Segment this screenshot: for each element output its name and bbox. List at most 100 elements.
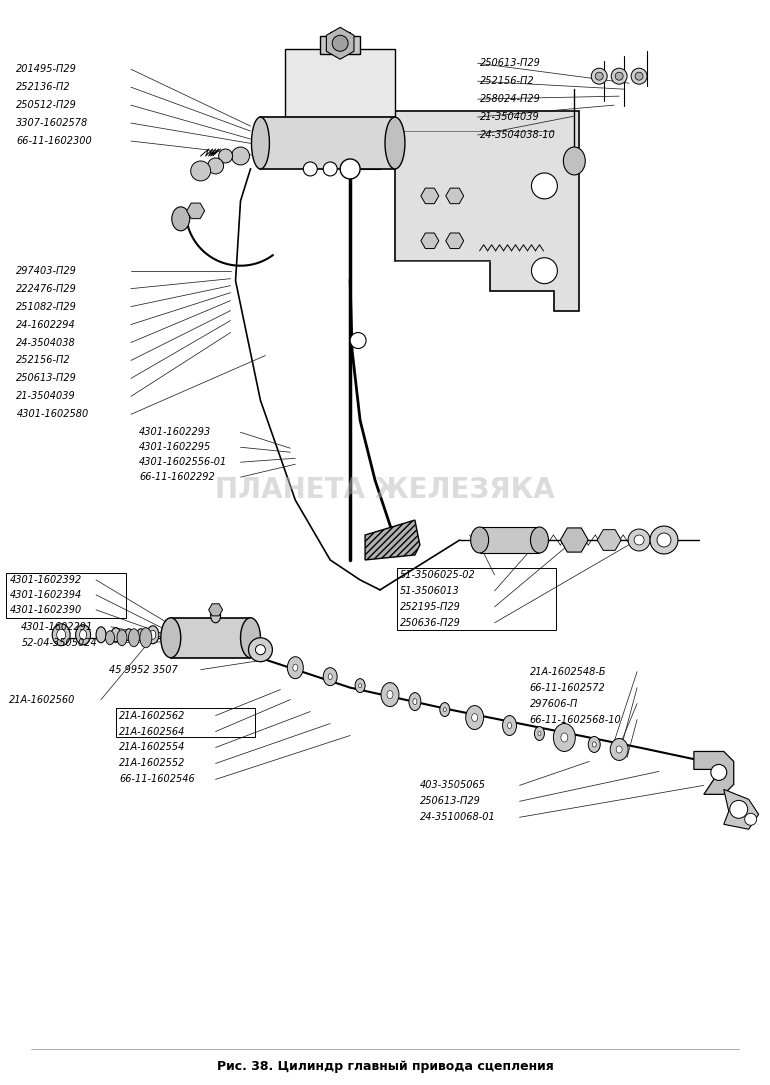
- Circle shape: [635, 73, 643, 80]
- Text: 24-3504038: 24-3504038: [16, 337, 76, 347]
- Ellipse shape: [111, 628, 121, 641]
- Circle shape: [595, 73, 603, 80]
- Text: 4301-1602580: 4301-1602580: [16, 409, 89, 419]
- Ellipse shape: [105, 630, 115, 644]
- Polygon shape: [186, 203, 205, 218]
- Text: 258024-П29: 258024-П29: [480, 94, 541, 104]
- Circle shape: [303, 162, 317, 176]
- Text: 4301-1602392: 4301-1602392: [9, 575, 82, 585]
- Ellipse shape: [147, 626, 159, 643]
- Circle shape: [191, 161, 211, 181]
- Text: 45 9952 3507: 45 9952 3507: [109, 665, 178, 675]
- Ellipse shape: [554, 724, 575, 752]
- Text: 250636-П29: 250636-П29: [400, 617, 460, 628]
- Circle shape: [219, 149, 233, 163]
- Polygon shape: [395, 111, 579, 310]
- Ellipse shape: [355, 678, 365, 692]
- Bar: [171, 617, 250, 658]
- Text: 250613-П29: 250613-П29: [480, 59, 541, 68]
- Text: 250512-П29: 250512-П29: [16, 100, 77, 110]
- Text: 3307-1602578: 3307-1602578: [16, 118, 89, 128]
- Circle shape: [730, 801, 748, 818]
- Ellipse shape: [409, 692, 421, 711]
- Ellipse shape: [328, 674, 332, 679]
- Polygon shape: [446, 233, 464, 248]
- Ellipse shape: [440, 703, 450, 716]
- Ellipse shape: [413, 699, 417, 704]
- Ellipse shape: [470, 527, 489, 553]
- Ellipse shape: [588, 737, 601, 753]
- Text: 251082-П29: 251082-П29: [16, 302, 77, 311]
- Ellipse shape: [125, 629, 133, 641]
- Bar: [480, 527, 540, 553]
- Circle shape: [256, 644, 266, 654]
- Text: 66-11-1602568-10: 66-11-1602568-10: [530, 715, 621, 725]
- Polygon shape: [446, 188, 464, 204]
- Ellipse shape: [287, 656, 303, 678]
- Text: 4301-1602556-01: 4301-1602556-01: [139, 457, 227, 468]
- Polygon shape: [598, 529, 621, 550]
- Ellipse shape: [610, 739, 628, 761]
- Ellipse shape: [385, 117, 405, 169]
- Circle shape: [634, 535, 644, 545]
- Ellipse shape: [150, 630, 156, 639]
- Ellipse shape: [616, 746, 622, 753]
- Ellipse shape: [472, 714, 477, 722]
- Text: 21А-1602560: 21А-1602560: [9, 694, 75, 704]
- Ellipse shape: [323, 667, 337, 686]
- Circle shape: [249, 638, 273, 662]
- Polygon shape: [326, 27, 354, 60]
- Ellipse shape: [172, 207, 189, 231]
- Circle shape: [611, 68, 627, 85]
- Ellipse shape: [129, 629, 139, 647]
- Bar: [6, 573, 126, 617]
- Circle shape: [650, 526, 678, 554]
- Ellipse shape: [503, 715, 517, 736]
- Ellipse shape: [96, 627, 106, 642]
- Ellipse shape: [137, 629, 145, 641]
- Ellipse shape: [140, 628, 152, 648]
- Polygon shape: [561, 528, 588, 552]
- Ellipse shape: [211, 609, 220, 623]
- Bar: [116, 707, 256, 738]
- Text: 21-3504039: 21-3504039: [16, 392, 76, 401]
- Text: 4301-1602390: 4301-1602390: [9, 604, 82, 615]
- Ellipse shape: [466, 705, 484, 729]
- Circle shape: [628, 529, 650, 551]
- Ellipse shape: [387, 691, 393, 699]
- Text: 21А-1602554: 21А-1602554: [119, 742, 186, 753]
- Text: 297403-П29: 297403-П29: [16, 266, 77, 276]
- Text: 252195-П29: 252195-П29: [400, 602, 460, 612]
- Ellipse shape: [75, 625, 91, 644]
- Bar: [260, 117, 395, 169]
- Ellipse shape: [240, 617, 260, 658]
- Text: 51-3506025-02: 51-3506025-02: [400, 570, 476, 579]
- Text: 222476-П29: 222476-П29: [16, 283, 77, 294]
- Circle shape: [332, 36, 348, 51]
- Ellipse shape: [564, 146, 585, 175]
- Text: 52-04-3505024: 52-04-3505024: [22, 638, 97, 648]
- Ellipse shape: [531, 527, 548, 553]
- Ellipse shape: [359, 684, 362, 688]
- Text: 66-11-1602572: 66-11-1602572: [530, 682, 605, 692]
- Text: 4301-1602394: 4301-1602394: [9, 590, 82, 600]
- Text: 201495-П29: 201495-П29: [16, 64, 77, 74]
- Text: 4301-1602295: 4301-1602295: [139, 443, 211, 452]
- Bar: [286, 49, 395, 117]
- Text: 21-3504039: 21-3504039: [480, 112, 540, 123]
- Ellipse shape: [252, 117, 270, 169]
- Circle shape: [350, 332, 366, 348]
- Circle shape: [232, 146, 249, 165]
- Polygon shape: [209, 603, 223, 616]
- Circle shape: [615, 73, 623, 80]
- Ellipse shape: [293, 664, 298, 672]
- Circle shape: [340, 159, 360, 179]
- Ellipse shape: [561, 733, 567, 742]
- Text: 21А-1602564: 21А-1602564: [119, 727, 186, 737]
- Bar: [320, 36, 360, 54]
- Text: 21А-1602552: 21А-1602552: [119, 758, 186, 768]
- Circle shape: [531, 173, 557, 199]
- Text: 66-11-1602546: 66-11-1602546: [119, 775, 195, 784]
- Circle shape: [208, 158, 223, 174]
- Circle shape: [631, 68, 647, 85]
